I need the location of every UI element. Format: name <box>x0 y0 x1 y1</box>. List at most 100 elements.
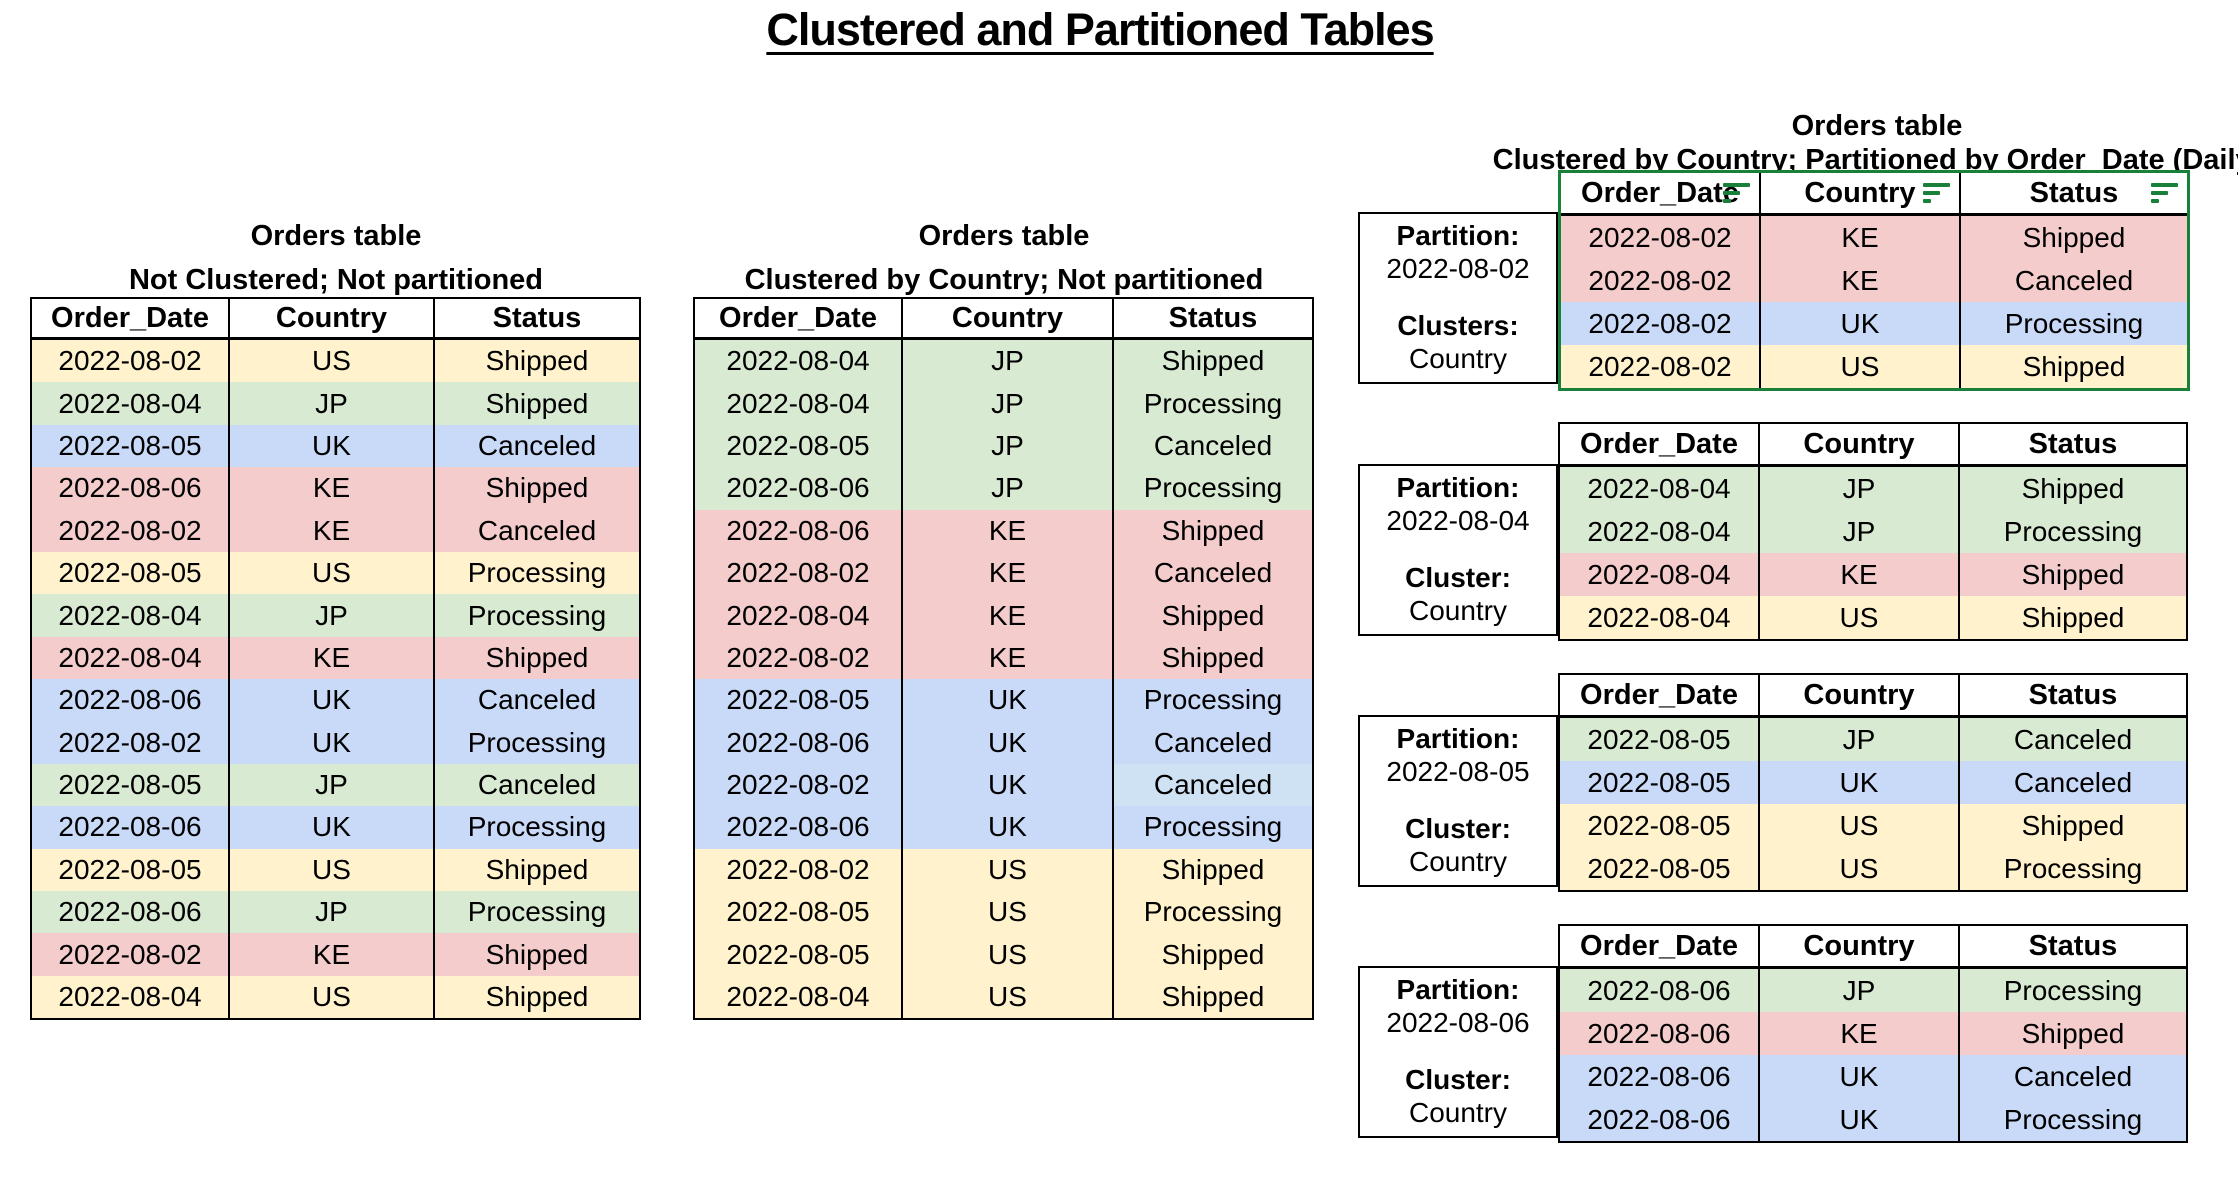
table-cell: KE <box>230 509 435 552</box>
table-cell: KE <box>1761 259 1961 302</box>
table-cell: 2022-08-04 <box>1560 510 1760 553</box>
table-cell: 2022-08-05 <box>32 763 230 807</box>
column-header-label: Country <box>1803 678 1915 711</box>
table-row: 2022-08-06 KE Shipped <box>695 509 1312 552</box>
table-cell: US <box>230 848 435 892</box>
table-cell: 2022-08-02 <box>1561 302 1761 345</box>
table-cell: US <box>903 933 1114 976</box>
table-cell: Processing <box>1114 679 1312 722</box>
table-row: 2022-08-04 JP Processing <box>32 594 639 637</box>
column-header-label: Country <box>1804 176 1916 209</box>
partition-value: 2022-08-05 <box>1386 756 1530 787</box>
table-cell: 2022-08-05 <box>1560 761 1760 804</box>
partition-label-2022-08-06: Partition: 2022-08-06 Cluster: Country <box>1358 966 1558 1138</box>
table-cell: 2022-08-02 <box>32 509 230 552</box>
table-row: 2022-08-06 UK Processing <box>1560 1098 2186 1141</box>
table-cell: Processing <box>435 891 639 934</box>
table-cell: Shipped <box>435 467 639 510</box>
table-cell: US <box>903 975 1114 1019</box>
column-header-label: Country <box>951 301 1064 334</box>
table-cell: KE <box>903 551 1114 595</box>
table-row: 2022-08-06 JP Processing <box>32 891 639 934</box>
table-cell: 2022-08-04 <box>1560 553 1760 596</box>
column-header-status: Status <box>1960 675 2186 715</box>
table-cell: 2022-08-02 <box>695 551 903 595</box>
table-cell: UK <box>230 721 435 764</box>
table-cell: Shipped <box>1114 636 1312 680</box>
table-row: 2022-08-06 UK Processing <box>695 806 1312 849</box>
table-cell: Canceled <box>435 679 639 722</box>
partition-value: 2022-08-06 <box>1386 1007 1530 1038</box>
table-cell: 2022-08-04 <box>695 340 903 383</box>
table-cell: JP <box>230 382 435 425</box>
table-row: 2022-08-05 US Processing <box>1560 847 2186 890</box>
column-header-label: Order_Date <box>1581 176 1739 209</box>
table-row: 2022-08-04 JP Shipped <box>32 382 639 425</box>
table-cell: 2022-08-04 <box>1560 596 1760 639</box>
table-cell: 2022-08-02 <box>695 636 903 680</box>
table-row: 2022-08-04 JP Processing <box>695 382 1312 425</box>
table-row: 2022-08-02 UK Processing <box>32 721 639 764</box>
column-header-country: Country <box>1760 926 1960 966</box>
filter-icon <box>1723 183 1750 203</box>
column-header-label: Status <box>2028 678 2118 711</box>
cluster-label-heading: Cluster: <box>1405 562 1511 593</box>
table-cell: Shipped <box>1960 596 2186 639</box>
table-cell: Canceled <box>1960 718 2186 761</box>
table-cell: Canceled <box>1114 424 1312 468</box>
partition-value: 2022-08-02 <box>1386 253 1530 284</box>
partition-table-2022-08-02: Order_Date Country Status 2022-08-02 KE Shipp… <box>1558 170 2190 391</box>
filter-icon <box>1923 183 1950 203</box>
column-header-label: Order_Date <box>719 301 877 334</box>
cluster-value: Country <box>1408 846 1508 877</box>
column-header-label: Order_Date <box>1580 929 1738 962</box>
table-cell: Processing <box>1114 467 1312 510</box>
table-cell: 2022-08-04 <box>32 382 230 425</box>
column-header-label: Order_Date <box>1580 678 1738 711</box>
table-cell: Shipped <box>435 975 639 1019</box>
table-row: 2022-08-02 KE Shipped <box>695 636 1312 680</box>
table-cell: UK <box>1760 1098 1960 1141</box>
table-cell: Processing <box>1960 510 2186 553</box>
table-row: 2022-08-04 US Shipped <box>32 975 639 1019</box>
left-table-subtitle: Not Clustered; Not partitioned <box>128 264 544 296</box>
table-row: 2022-08-06 KE Shipped <box>32 467 639 510</box>
table-cell: 2022-08-02 <box>32 340 230 383</box>
table-row: 2022-08-04 JP Processing <box>1560 510 2186 553</box>
table-cell: UK <box>230 424 435 468</box>
table-header-row: Order_Date Country Status <box>32 299 639 340</box>
table-cell: 2022-08-04 <box>32 594 230 637</box>
table-row: 2022-08-02 KE Canceled <box>1561 259 2187 302</box>
table-row: 2022-08-06 UK Processing <box>32 806 639 849</box>
column-header-label: Order_Date <box>51 301 209 334</box>
table-cell: 2022-08-06 <box>32 806 230 849</box>
table-cell: JP <box>903 424 1114 468</box>
column-header-country: Country <box>1760 675 1960 715</box>
table-cell: 2022-08-02 <box>695 763 903 807</box>
table-cell: 2022-08-04 <box>695 382 903 425</box>
table-cell: US <box>230 551 435 595</box>
table-header-row: Order_Date Country Status <box>695 299 1312 340</box>
column-header-label: Order_Date <box>1580 427 1738 460</box>
table-row: 2022-08-05 US Processing <box>695 891 1312 934</box>
table-cell: Processing <box>435 721 639 764</box>
partition-label-2022-08-02: Partition: 2022-08-02 Clusters: Country <box>1358 212 1558 384</box>
table-cell: KE <box>1761 216 1961 259</box>
table-cell: UK <box>903 806 1114 849</box>
table-cell: Canceled <box>435 424 639 468</box>
table-cell: 2022-08-06 <box>32 679 230 722</box>
table-cell: 2022-08-06 <box>695 467 903 510</box>
column-header-status: Status <box>1961 173 2187 213</box>
column-header-country: Country <box>903 299 1114 337</box>
table-row: 2022-08-04 KE Shipped <box>32 636 639 680</box>
table-cell: US <box>230 340 435 383</box>
table-cell: KE <box>1760 1012 1960 1055</box>
table-row: 2022-08-06 UK Canceled <box>695 721 1312 764</box>
partition-table-2022-08-05: Order_Date Country Status 2022-08-05 JP Cance… <box>1558 673 2188 892</box>
table-cell: 2022-08-02 <box>1561 216 1761 259</box>
table-cell: Processing <box>1114 806 1312 849</box>
table-row: 2022-08-05 US Shipped <box>695 933 1312 976</box>
table-cell: Shipped <box>1961 216 2187 259</box>
table-cell: UK <box>903 721 1114 764</box>
table-cell: JP <box>1760 718 1960 761</box>
